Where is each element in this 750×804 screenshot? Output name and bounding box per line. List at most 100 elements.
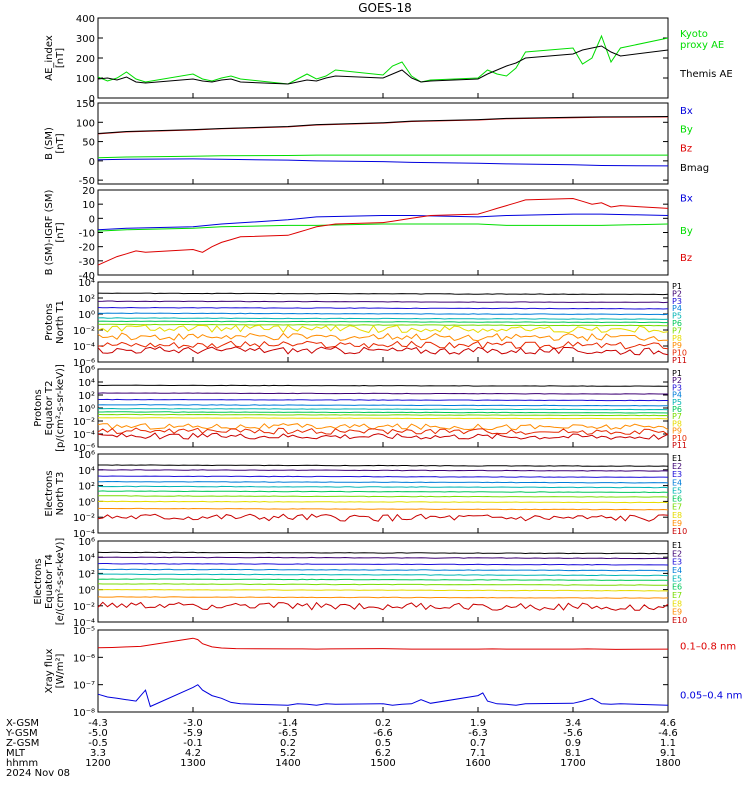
series-label-pnorth-P10: P10 bbox=[672, 349, 687, 358]
x-axis-row-label-x-gsm: X-GSM bbox=[6, 718, 39, 729]
x-axis-row-label-hhmm: hhmm bbox=[6, 758, 38, 769]
y-axis-label-eequator-0: Electrons bbox=[33, 558, 44, 604]
y-tick-label-pnorth-0: 10⁻⁶ bbox=[73, 358, 95, 369]
x-axis-value-z-gsm-1: -0.1 bbox=[183, 738, 203, 749]
series-label-bigrf-Bx: Bx bbox=[680, 194, 693, 205]
x-axis-value-x-gsm-6: 4.6 bbox=[660, 718, 676, 729]
y-axis-label-eequator-1: Equator T4 bbox=[44, 554, 55, 609]
x-axis-value-x-gsm-5: 3.4 bbox=[565, 718, 581, 729]
series-line-pnorth-P11 bbox=[97, 346, 669, 356]
y-axis-label-bigrf-1: [nT] bbox=[55, 222, 66, 242]
series-label-pequator-P8: P8 bbox=[672, 419, 682, 428]
series-line-ae-Kyoto-proxy-AE bbox=[97, 34, 669, 85]
series-label-eequator-E6: E6 bbox=[672, 583, 682, 592]
series-label-xray-0-05-0-4-nm: 0.05–0.4 nm bbox=[680, 691, 742, 702]
series-line-pequator-P3 bbox=[98, 398, 668, 402]
x-axis-value-y-gsm-1: -5.9 bbox=[183, 728, 203, 739]
y-tick-label-bsm-0: -50 bbox=[79, 176, 95, 187]
series-label-eequator-E2: E2 bbox=[672, 549, 682, 558]
y-tick-label-bigrf-0: -40 bbox=[79, 271, 95, 282]
series-line-enorth-E2 bbox=[97, 469, 669, 472]
y-axis-label-enorth-1: North T3 bbox=[55, 472, 66, 516]
x-axis-value-y-gsm-6: -4.6 bbox=[658, 728, 678, 739]
y-tick-label-pequator-2: 10⁻² bbox=[73, 417, 95, 428]
y-axis-label-bsm-0: B (SM) bbox=[44, 127, 55, 160]
series-line-bsm-Bx bbox=[97, 158, 669, 167]
series-line-pnorth-P7 bbox=[97, 323, 669, 327]
x-axis-row-label-mlt: MLT bbox=[6, 748, 26, 759]
y-tick-label-enorth-3: 10² bbox=[78, 482, 95, 493]
series-label-eequator-E1: E1 bbox=[672, 541, 682, 550]
series-label-eequator-E10: E10 bbox=[672, 616, 687, 625]
y-axis-label-pnorth-1: North T1 bbox=[55, 300, 66, 344]
series-line-pnorth-P10 bbox=[97, 340, 669, 350]
series-line-enorth-E3 bbox=[97, 475, 669, 478]
x-axis-value-x-gsm-3: 0.2 bbox=[375, 718, 391, 729]
series-label-pequator-P10: P10 bbox=[672, 434, 687, 443]
series-label-bigrf-By: By bbox=[680, 226, 693, 237]
y-axis-label-ae-1: [nT] bbox=[55, 48, 66, 68]
series-line-bigrf-By bbox=[97, 223, 669, 232]
series-label-enorth-E10: E10 bbox=[672, 527, 687, 536]
panel-frame-bsm bbox=[97, 102, 669, 185]
x-axis-value-z-gsm-2: 0.2 bbox=[280, 738, 296, 749]
series-label-xray-0-1-0-8-nm: 0.1–0.8 nm bbox=[680, 641, 736, 652]
series-label-pequator-P7: P7 bbox=[672, 412, 682, 421]
series-line-pequator-P7 bbox=[97, 413, 669, 417]
x-axis-value-y-gsm-0: -5.0 bbox=[88, 728, 108, 739]
series-line-bsm-Bz bbox=[97, 116, 669, 135]
y-tick-label-eequator-3: 10² bbox=[78, 569, 95, 580]
series-label-enorth-E5: E5 bbox=[672, 486, 682, 495]
series-line-pequator-P6 bbox=[98, 411, 669, 414]
series-line-ae-Themis-AE bbox=[97, 45, 669, 85]
x-axis-value-hhmm-5: 1700 bbox=[560, 758, 585, 769]
y-tick-label-pnorth-3: 10⁰ bbox=[78, 310, 95, 321]
series-label-pequator-P3: P3 bbox=[672, 383, 682, 392]
x-axis-value-z-gsm-0: -0.5 bbox=[88, 738, 108, 749]
series-label-bsm-Bx: Bx bbox=[680, 106, 693, 117]
series-line-enorth-E1 bbox=[98, 464, 669, 467]
series-label-pequator-P9: P9 bbox=[672, 427, 682, 436]
series-label-eequator-E7: E7 bbox=[672, 591, 682, 600]
series-line-pnorth-P4 bbox=[97, 312, 669, 316]
series-label-eequator-E8: E8 bbox=[672, 599, 682, 608]
series-line-eequator-E4 bbox=[97, 568, 669, 572]
y-tick-label-bigrf-4: 0 bbox=[89, 214, 95, 225]
series-line-pnorth-P8 bbox=[97, 324, 669, 334]
series-line-pequator-P11 bbox=[97, 432, 669, 440]
series-line-pnorth-P9 bbox=[97, 332, 669, 342]
x-axis-value-y-gsm-2: -6.5 bbox=[278, 728, 298, 739]
series-line-eequator-E8 bbox=[98, 588, 669, 592]
x-axis-value-y-gsm-3: -6.6 bbox=[373, 728, 393, 739]
y-tick-label-bigrf-5: 10 bbox=[82, 200, 95, 211]
series-line-xray-0-05-0-4-nm bbox=[97, 684, 669, 708]
panel-frame-bigrf bbox=[97, 189, 669, 276]
series-label-eequator-E5: E5 bbox=[672, 574, 682, 583]
y-tick-label-ae-4: 400 bbox=[76, 14, 95, 25]
x-axis-value-x-gsm-0: -4.3 bbox=[88, 718, 108, 729]
y-axis-label-pequator-2: [p/(cm²-s-sr-keV)] bbox=[55, 364, 66, 452]
series-label-ae-Kyoto-proxy-AE: Kyoto bbox=[680, 29, 708, 40]
y-tick-label-bsm-3: 100 bbox=[76, 118, 95, 129]
series-label-pnorth-P8: P8 bbox=[672, 334, 682, 343]
y-tick-label-pequator-5: 10⁴ bbox=[78, 378, 95, 389]
panel-frame-ae bbox=[97, 17, 669, 99]
series-line-eequator-E2 bbox=[98, 556, 669, 560]
series-label-pnorth-P2: P2 bbox=[672, 289, 682, 298]
series-label-pequator-P1: P1 bbox=[672, 369, 682, 378]
y-tick-label-pnorth-2: 10⁻² bbox=[73, 326, 95, 337]
series-line-bigrf-Bz bbox=[97, 197, 669, 266]
y-tick-label-eequator-5: 10⁶ bbox=[78, 537, 95, 548]
y-tick-label-pequator-4: 10² bbox=[78, 391, 95, 402]
y-tick-label-pnorth-4: 10² bbox=[78, 294, 95, 305]
x-axis-value-mlt-1: 4.2 bbox=[185, 748, 201, 759]
y-tick-label-bigrf-6: 20 bbox=[82, 186, 95, 197]
y-tick-label-enorth-4: 10⁴ bbox=[78, 466, 95, 477]
y-tick-label-ae-0: 0 bbox=[89, 94, 95, 105]
y-tick-label-xray-0: 10⁻⁸ bbox=[73, 708, 95, 719]
series-label-pnorth-P11: P11 bbox=[672, 356, 687, 365]
series-line-pnorth-P1 bbox=[97, 292, 669, 296]
y-tick-label-ae-1: 100 bbox=[76, 74, 95, 85]
series-line-enorth-E8 bbox=[97, 500, 669, 504]
y-axis-label-xray-1: [W/m²] bbox=[55, 653, 66, 688]
